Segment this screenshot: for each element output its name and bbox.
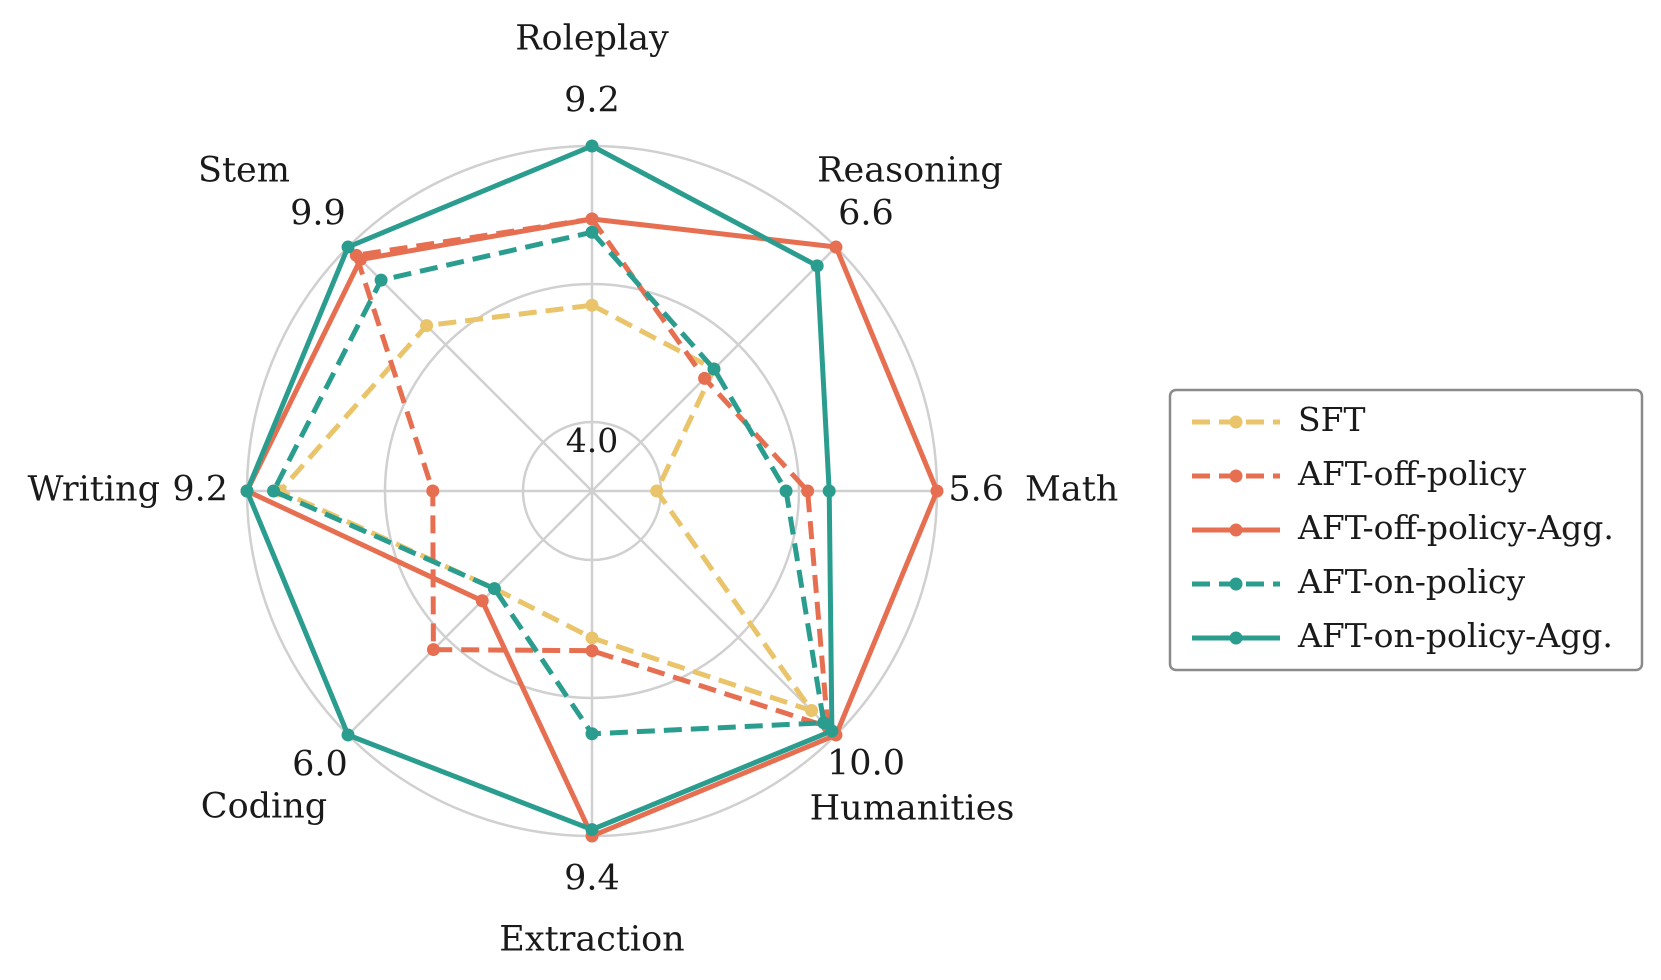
series-2-point-2 bbox=[930, 484, 944, 498]
axis-max-4: 9.4 bbox=[564, 859, 620, 899]
series-4-point-3 bbox=[825, 724, 839, 738]
axis-name-7: Stem bbox=[198, 151, 290, 191]
series-line-3 bbox=[271, 229, 827, 737]
legend-box bbox=[1168, 388, 1644, 672]
grid-spoke-3 bbox=[591, 490, 837, 736]
series-0-point-7 bbox=[420, 319, 434, 333]
legend-label-2: AFT-off-policy-Agg. bbox=[1297, 508, 1614, 547]
center-label: 4.0 bbox=[566, 421, 618, 460]
series-3-point-3 bbox=[817, 716, 831, 730]
grid-spoke-7 bbox=[347, 246, 593, 492]
legend-item-1: AFT-off-policy bbox=[1192, 454, 1527, 493]
axis-max-6: 9.2 bbox=[172, 470, 228, 510]
series-3-point-2 bbox=[779, 484, 793, 498]
series-2-point-1 bbox=[829, 240, 843, 254]
legend-label-0: SFT bbox=[1298, 400, 1366, 439]
series-1-point-6 bbox=[426, 484, 440, 498]
series-3-point-1 bbox=[707, 362, 721, 376]
axis-name-3: Humanities bbox=[810, 789, 1015, 829]
axis-name-1: Reasoning bbox=[817, 151, 1003, 191]
series-3-point-4 bbox=[585, 727, 599, 741]
radar-series bbox=[240, 139, 944, 843]
legend: SFT AFT-off-policy AFT-off-policy-Agg. AFT-… bbox=[1168, 388, 1644, 672]
series-4-point-4 bbox=[585, 823, 599, 837]
series-4 bbox=[240, 139, 839, 837]
axis-name-4: Extraction bbox=[499, 920, 684, 960]
series-4-point-1 bbox=[810, 259, 824, 273]
legend-item-2: AFT-off-policy-Agg. bbox=[1192, 508, 1614, 547]
axis-name-0: Roleplay bbox=[515, 19, 669, 59]
series-1-point-4 bbox=[585, 644, 599, 658]
series-0-point-3 bbox=[805, 704, 819, 718]
axis-max-5: 6.0 bbox=[292, 745, 348, 785]
series-1-point-2 bbox=[801, 484, 815, 498]
series-0-point-0 bbox=[585, 298, 599, 312]
series-2-point-7 bbox=[353, 252, 367, 266]
series-2-point-5 bbox=[475, 594, 489, 608]
series-0 bbox=[273, 298, 819, 718]
grid-spoke-5 bbox=[347, 490, 593, 736]
axis-max-2: 5.6 bbox=[948, 470, 1004, 510]
series-3-point-7 bbox=[374, 273, 388, 287]
series-3 bbox=[267, 225, 831, 741]
axis-name-6: Writing bbox=[27, 470, 160, 510]
axis-max-0: 9.2 bbox=[564, 81, 620, 121]
series-4-point-6 bbox=[240, 484, 254, 498]
series-2-point-0 bbox=[585, 212, 599, 226]
series-4-point-0 bbox=[585, 139, 599, 153]
legend-marker-0 bbox=[1229, 415, 1243, 429]
legend-marker-4 bbox=[1229, 631, 1243, 645]
series-line-1 bbox=[353, 216, 831, 730]
axis-name-5: Coding bbox=[201, 787, 327, 827]
axis-max-1: 6.6 bbox=[838, 194, 894, 234]
series-1-point-1 bbox=[698, 371, 712, 385]
series-3-point-0 bbox=[585, 225, 599, 239]
legend-marker-3 bbox=[1229, 577, 1243, 591]
legend-item-3: AFT-on-policy bbox=[1192, 562, 1525, 601]
series-4-point-5 bbox=[341, 728, 355, 742]
legend-item-0: SFT bbox=[1192, 400, 1366, 439]
series-4-point-7 bbox=[341, 240, 355, 254]
series-4-point-2 bbox=[822, 484, 836, 498]
series-0-point-4 bbox=[585, 631, 599, 645]
axis-max-3: 10.0 bbox=[827, 744, 905, 784]
axis-name-2: Math bbox=[1025, 470, 1118, 510]
legend-label-1: AFT-off-policy bbox=[1297, 454, 1527, 493]
axis-max-7: 9.9 bbox=[290, 194, 346, 234]
series-3-point-6 bbox=[267, 484, 281, 498]
legend-marker-1 bbox=[1229, 469, 1243, 483]
series-1-point-5 bbox=[426, 643, 440, 657]
legend-label-4: AFT-on-policy-Agg. bbox=[1297, 616, 1613, 655]
legend-label-3: AFT-on-policy bbox=[1297, 562, 1525, 601]
series-0-point-2 bbox=[650, 484, 664, 498]
series-3-point-5 bbox=[487, 582, 501, 596]
legend-marker-2 bbox=[1229, 523, 1243, 537]
legend-item-4: AFT-on-policy-Agg. bbox=[1192, 616, 1613, 655]
